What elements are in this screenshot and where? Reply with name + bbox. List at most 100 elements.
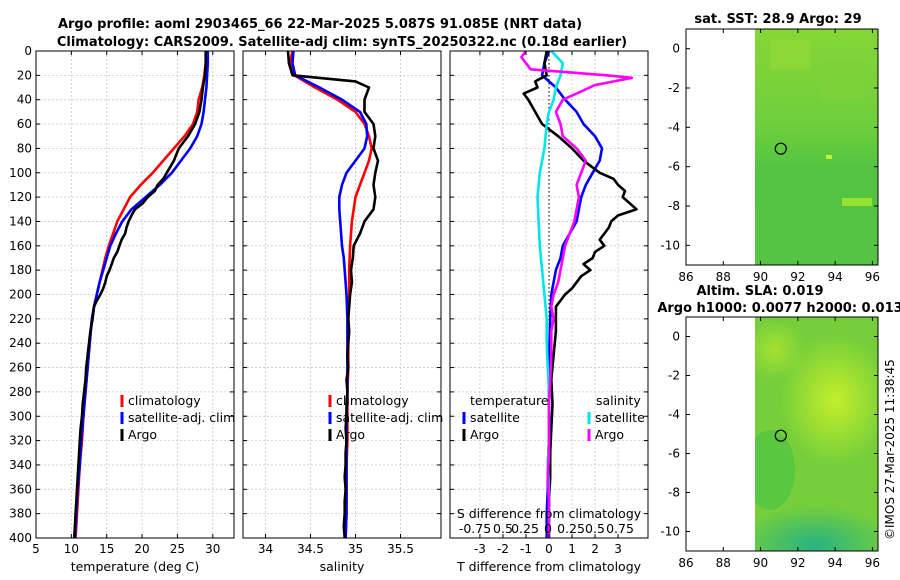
x-tick-label: 34 xyxy=(258,542,273,556)
x-tick-label: -1 xyxy=(520,542,532,556)
map-y-tick-label: -10 xyxy=(660,238,680,252)
x-tick-label: 5 xyxy=(32,542,40,556)
legend-label: satellite-adj. clim xyxy=(336,410,443,425)
difference-panel: -3 -2 -1 0 1 2 3 T difference from climatology t… xyxy=(449,50,649,574)
salinity-tick-label: 0.5 xyxy=(585,521,605,536)
legend-label: Argo xyxy=(470,427,499,442)
y-tick-label: 0 xyxy=(24,44,32,58)
x-tick-label: 25 xyxy=(170,542,185,556)
y-tick-label: 320 xyxy=(9,434,32,448)
y-tick-label: 20 xyxy=(17,68,32,82)
map-x-tick-label: 94 xyxy=(827,556,842,570)
x-axis-label: salinity xyxy=(320,559,365,574)
x-axis-label: temperature (deg C) xyxy=(71,559,200,574)
legend-title-temperature: temperature xyxy=(470,393,549,408)
legend-label: climatology xyxy=(336,393,409,408)
sst-map-title: sat. SST: 28.9 Argo: 29 xyxy=(694,12,861,27)
map-y-tick-label: -10 xyxy=(660,525,680,539)
y-tick-label: 160 xyxy=(9,239,32,253)
x-tick-label: -2 xyxy=(497,542,509,556)
x-tick-label: 1 xyxy=(568,542,576,556)
y-tick-label: 40 xyxy=(17,93,32,107)
x-tick-label: 2 xyxy=(591,542,599,556)
y-tick-label: 340 xyxy=(9,458,32,472)
y-tick-label: 80 xyxy=(17,141,32,155)
legend-label: satellite-adj. clim xyxy=(128,410,235,425)
series-line-t-argo xyxy=(522,50,638,538)
map-y-tick-label: -6 xyxy=(668,447,680,461)
map-x-tick-label: 90 xyxy=(753,556,768,570)
sst-patch xyxy=(826,155,832,159)
sla-high-region xyxy=(755,320,805,380)
series-line-argo xyxy=(286,50,380,539)
title-line-1: Argo profile: aoml 2903465_66 22-Mar-202… xyxy=(58,17,582,32)
series-line-argo xyxy=(72,51,207,539)
map-y-tick-label: -6 xyxy=(668,160,680,174)
x-tick-label: 10 xyxy=(64,542,79,556)
sla-low-region xyxy=(755,430,795,510)
map-y-tick-label: -4 xyxy=(668,120,680,134)
salinity-panel: 34 34.5 35 35.5 salinity climatology satellite… xyxy=(242,50,443,574)
legend-label: Argo xyxy=(595,427,624,442)
title-line-2: Climatology: CARS2009. Satellite-adj cli… xyxy=(57,35,627,50)
map-y-tick-label: -8 xyxy=(668,199,680,213)
x-tick-label: 30 xyxy=(205,542,220,556)
y-tick-label: 380 xyxy=(9,507,32,521)
sst-patch xyxy=(820,60,865,100)
legend-label: Argo xyxy=(128,427,157,442)
map-x-tick-label: 92 xyxy=(790,270,805,284)
sla-low-region xyxy=(755,505,878,551)
map-x-tick-label: 94 xyxy=(827,270,842,284)
x-tick-label: 35.5 xyxy=(387,542,414,556)
sst-patch xyxy=(842,198,872,206)
sst-map-panel: 0 -2 -4 -6 -8 -10 86 88 90 92 94 96 xyxy=(660,28,880,284)
y-tick-label: 300 xyxy=(9,409,32,423)
map-y-tick-label: -4 xyxy=(668,408,680,422)
y-tick-label: 200 xyxy=(9,288,32,302)
map-y-tick-label: -2 xyxy=(668,81,680,95)
sla-map-panel: 0 -2 -4 -6 -8 -10 86 88 90 92 94 96 xyxy=(660,316,880,570)
map-y-tick-label: 0 xyxy=(672,42,680,56)
legend-label: Argo xyxy=(336,427,365,442)
y-tick-label: 140 xyxy=(9,214,32,228)
legend-title-salinity: salinity xyxy=(596,393,641,408)
salinity-tick-label: 0.5 xyxy=(493,521,513,536)
map-x-tick-label: 86 xyxy=(678,556,693,570)
series-line-satellite-adj-clim xyxy=(73,51,210,539)
x-tick-label: 15 xyxy=(99,542,114,556)
map-y-tick-label: 0 xyxy=(672,330,680,344)
map-x-tick-label: 88 xyxy=(716,270,731,284)
y-tick-label: 220 xyxy=(9,312,32,326)
legend-label: satellite xyxy=(470,410,520,425)
y-tick-label: 60 xyxy=(17,117,32,131)
map-y-tick-label: -2 xyxy=(668,369,680,383)
timestamp: ©IMOS 27-Mar-2025 11:38:45 xyxy=(883,359,897,540)
argo-position-marker xyxy=(774,429,787,442)
sla-map-title-2: Argo h1000: 0.0077 h2000: 0.013 xyxy=(657,301,900,316)
temperature-panel: 0 20 40 60 80 100 120 140 160 180 200 220 240 260 280 3… xyxy=(9,44,235,574)
x-tick-label: 3 xyxy=(614,542,622,556)
y-tick-label: 240 xyxy=(9,336,32,350)
map-x-tick-label: 96 xyxy=(865,556,880,570)
salinity-axis-label: S difference from climatology xyxy=(457,506,642,521)
salinity-tick-label: 0.75 xyxy=(606,521,634,536)
sla-map-title-1: Altim. SLA: 0.019 xyxy=(697,284,824,299)
argo-position-marker xyxy=(774,142,787,155)
map-frame xyxy=(685,316,879,552)
map-x-tick-label: 92 xyxy=(790,556,805,570)
x-tick-label: 34.5 xyxy=(297,542,324,556)
x-tick-label: 35 xyxy=(348,542,363,556)
y-tick-label: 260 xyxy=(9,361,32,375)
y-tick-label: 120 xyxy=(9,190,32,204)
sla-high-region xyxy=(780,335,878,465)
legend-label: climatology xyxy=(128,393,201,408)
map-y-tick-label: -8 xyxy=(668,486,680,500)
map-x-tick-label: 86 xyxy=(678,270,693,284)
salinity-tick-label: 0.25 xyxy=(557,521,585,536)
sst-patch xyxy=(770,40,810,70)
y-tick-label: 360 xyxy=(9,482,32,496)
map-x-tick-label: 90 xyxy=(753,270,768,284)
x-tick-label: 0 xyxy=(545,542,553,556)
